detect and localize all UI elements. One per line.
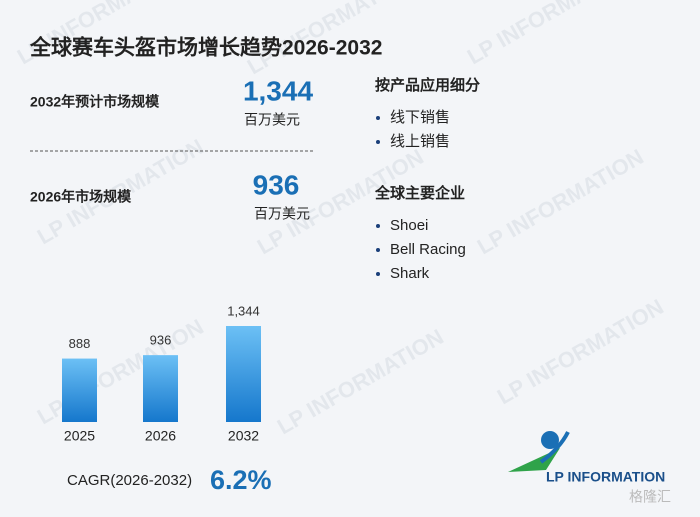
stat-unit: 百万美元 [244,112,300,128]
x-tick-label: 2026 [145,428,176,444]
bar [143,355,178,422]
cagr-label: CAGR(2026-2032) [67,472,192,489]
data-label: 1,344 [227,303,260,318]
bullet [376,224,380,228]
x-tick-label: 2025 [64,428,95,444]
stat-label: 2026年市场规模 [30,189,132,205]
cagr-value: 6.2% [210,465,272,495]
bullet [376,248,380,252]
stat-label: 2032年预计市场规模 [30,94,160,110]
list-item: Shoei [390,217,428,234]
x-tick-label: 2032 [228,428,259,444]
logo-icon [541,431,559,449]
stat-value: 1,344 [243,75,313,106]
list-item: 线下销售 [390,109,450,126]
stat-value: 936 [253,169,300,200]
data-label: 936 [150,333,172,348]
bar [62,358,97,422]
list-item: Bell Racing [390,241,466,258]
title: 全球赛车头盔市场增长趋势2026-2032 [29,36,382,60]
source-mark: 格隆汇 [629,489,671,505]
section-title: 按产品应用细分 [375,76,480,94]
list-item: 线上销售 [390,133,450,150]
logo: LP INFORMATION [508,431,665,485]
logo-icon [508,448,560,472]
list-item: Shark [390,265,430,282]
stat-unit: 百万美元 [254,206,310,222]
data-label: 888 [69,336,91,351]
bullet [376,272,380,276]
bar [226,326,261,422]
logo-icon [539,431,570,464]
bullet [376,140,380,144]
bullet [376,116,380,120]
section-title: 全球主要企业 [374,184,465,202]
logo-text: LP INFORMATION [546,469,665,485]
